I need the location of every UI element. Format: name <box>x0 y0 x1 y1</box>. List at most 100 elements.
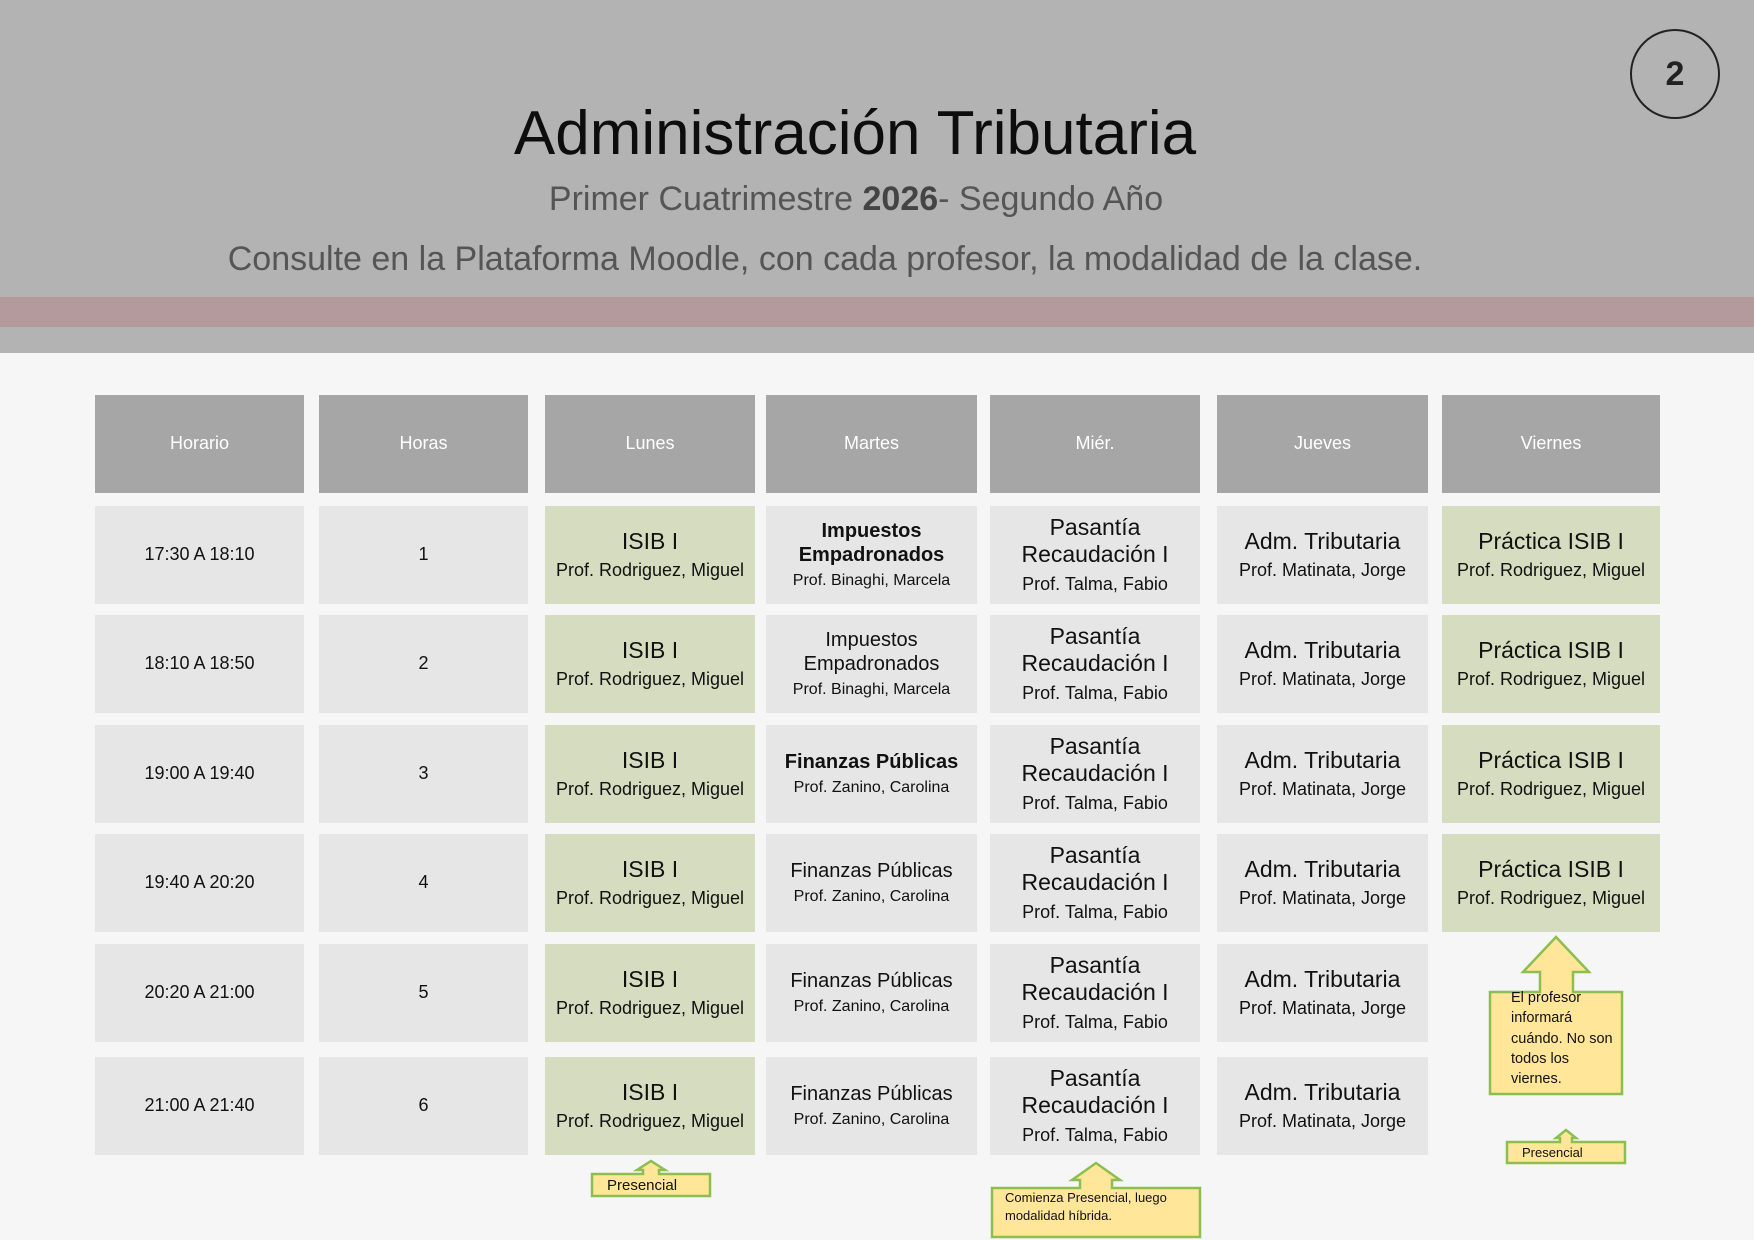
class-cell-lunes: ISIB I Prof. Rodriguez, Miguel <box>545 944 755 1042</box>
time-cell: 17:30 A 18:10 <box>95 506 304 604</box>
subtitle: Primer Cuatrimestre 2026- Segundo Año <box>0 180 1712 219</box>
column-header: Martes <box>766 395 977 493</box>
column-header-label: Viernes <box>1520 433 1582 454</box>
class-cell-lunes: ISIB I Prof. Rodriguez, Miguel <box>545 1057 755 1155</box>
hour-cell: 6 <box>319 1057 528 1155</box>
professor-name: Prof. Rodriguez, Miguel <box>555 560 745 581</box>
time-label: 18:10 A 18:50 <box>144 653 255 674</box>
subject-name: ISIB I <box>621 527 679 554</box>
class-cell-martes: Impuestos Empadronados Prof. Binaghi, Mar… <box>766 506 977 604</box>
time-label: 21:00 A 21:40 <box>144 1095 255 1116</box>
class-cell-mier: Pasantía Recaudación I Prof. Talma, Fabio <box>990 506 1200 604</box>
page-number-badge: 2 <box>1630 29 1720 119</box>
column-header: Viernes <box>1442 395 1660 493</box>
modality-note: Consulte en la Plataforma Moodle, con ca… <box>227 240 1423 278</box>
subtitle-year: 2026 <box>862 180 939 218</box>
class-cell-martes: Impuestos Empadronados Prof. Binaghi, Mar… <box>766 615 977 713</box>
class-cell-mier: Pasantía Recaudación I Prof. Talma, Fabio <box>990 944 1200 1042</box>
professor-name: Prof. Matinata, Jorge <box>1238 1111 1407 1132</box>
class-cell-jueves: Adm. Tributaria Prof. Matinata, Jorge <box>1217 834 1428 932</box>
subject-name: Adm. Tributaria <box>1244 636 1401 663</box>
callout-lunes-shape <box>590 1159 712 1198</box>
subject-name: Adm. Tributaria <box>1244 1078 1401 1105</box>
subject-name: Práctica ISIB I <box>1478 527 1624 554</box>
subject-name: Adm. Tributaria <box>1244 965 1401 992</box>
column-header-label: Miér. <box>1075 433 1115 454</box>
subject-name: Práctica ISIB I <box>1478 636 1624 663</box>
class-cell-lunes: ISIB I Prof. Rodriguez, Miguel <box>545 725 755 823</box>
subject-name: Impuestos Empadronados <box>798 519 945 566</box>
professor-name: Prof. Zanino, Carolina <box>793 1110 950 1128</box>
subject-name: Adm. Tributaria <box>1244 527 1401 554</box>
class-cell-martes: Finanzas Públicas Prof. Zanino, Carolina <box>766 944 977 1042</box>
subject-name: ISIB I <box>621 855 679 882</box>
class-cell-viernes: Práctica ISIB I Prof. Rodriguez, Miguel <box>1442 834 1660 932</box>
professor-name: Prof. Talma, Fabio <box>1022 1011 1168 1032</box>
hour-label: 1 <box>418 544 429 565</box>
subtitle-text-end: - Segundo Año <box>938 180 1164 218</box>
callout-mier-shape <box>990 1161 1202 1239</box>
time-cell: 18:10 A 18:50 <box>95 615 304 713</box>
professor-name: Prof. Zanino, Carolina <box>793 887 950 905</box>
hour-label: 5 <box>418 982 429 1003</box>
professor-name: Prof. Rodriguez, Miguel <box>1456 669 1646 690</box>
time-cell: 20:20 A 21:00 <box>95 944 304 1042</box>
class-cell-jueves: Adm. Tributaria Prof. Matinata, Jorge <box>1217 1057 1428 1155</box>
hour-cell: 2 <box>319 615 528 713</box>
column-header-label: Martes <box>843 433 899 454</box>
professor-name: Prof. Rodriguez, Miguel <box>1456 560 1646 581</box>
callout-viernes: Presencial <box>1522 1145 1583 1160</box>
class-cell-viernes: Práctica ISIB I Prof. Rodriguez, Miguel <box>1442 725 1660 823</box>
column-header-label: Horario <box>169 433 230 454</box>
professor-name: Prof. Rodriguez, Miguel <box>555 888 745 909</box>
professor-name: Prof. Rodriguez, Miguel <box>555 998 745 1019</box>
class-cell-mier: Pasantía Recaudación I Prof. Talma, Fabio <box>990 725 1200 823</box>
column-header: Lunes <box>545 395 755 493</box>
class-cell-viernes: Práctica ISIB I Prof. Rodriguez, Miguel <box>1442 615 1660 713</box>
professor-name: Prof. Talma, Fabio <box>1022 901 1168 922</box>
hour-label: 3 <box>418 763 429 784</box>
time-label: 17:30 A 18:10 <box>144 544 255 565</box>
class-cell-martes: Finanzas Públicas Prof. Zanino, Carolina <box>766 834 977 932</box>
subject-name: Finanzas Públicas <box>790 859 953 882</box>
subject-name: Práctica ISIB I <box>1478 746 1624 773</box>
professor-name: Prof. Rodriguez, Miguel <box>1456 888 1646 909</box>
professor-name: Prof. Rodriguez, Miguel <box>555 779 745 800</box>
callout-lunes: Presencial <box>607 1177 678 1194</box>
subject-name: Pasantía Recaudación I <box>1021 622 1169 677</box>
subject-name: Pasantía Recaudación I <box>1021 841 1169 896</box>
class-cell-jueves: Adm. Tributaria Prof. Matinata, Jorge <box>1217 725 1428 823</box>
subject-name: ISIB I <box>621 746 679 773</box>
time-label: 19:00 A 19:40 <box>144 763 255 784</box>
professor-name: Prof. Rodriguez, Miguel <box>555 669 745 690</box>
class-cell-mier: Pasantía Recaudación I Prof. Talma, Fabio <box>990 1057 1200 1155</box>
header-band <box>0 0 1754 353</box>
hour-label: 2 <box>418 653 429 674</box>
professor-name: Prof. Zanino, Carolina <box>793 997 950 1015</box>
professor-name: Prof. Rodriguez, Miguel <box>555 1111 745 1132</box>
hour-cell: 4 <box>319 834 528 932</box>
subject-name: Pasantía Recaudación I <box>1021 513 1169 568</box>
class-cell-jueves: Adm. Tributaria Prof. Matinata, Jorge <box>1217 615 1428 713</box>
subject-name: ISIB I <box>621 636 679 663</box>
professor-name: Prof. Matinata, Jorge <box>1238 560 1407 581</box>
hour-cell: 1 <box>319 506 528 604</box>
professor-name: Prof. Matinata, Jorge <box>1238 888 1407 909</box>
class-cell-lunes: ISIB I Prof. Rodriguez, Miguel <box>545 615 755 713</box>
subject-name: Finanzas Públicas <box>790 1082 953 1105</box>
class-cell-lunes: ISIB I Prof. Rodriguez, Miguel <box>545 834 755 932</box>
professor-name: Prof. Talma, Fabio <box>1022 792 1168 813</box>
subtitle-text: Primer Cuatrimestre <box>548 180 863 218</box>
column-header-label: Jueves <box>1293 433 1352 454</box>
class-cell-martes: Finanzas Públicas Prof. Zanino, Carolina <box>766 725 977 823</box>
subject-name: Práctica ISIB I <box>1478 855 1624 882</box>
accent-band <box>0 297 1754 327</box>
column-header: Horario <box>95 395 304 493</box>
callout-viernes-shape <box>1505 1128 1627 1165</box>
callout-mier: Comienza Presencial, luego modalidad híb… <box>1005 1190 1167 1224</box>
professor-name: Prof. Talma, Fabio <box>1022 682 1168 703</box>
callout-viernes-info: El profesor informará cuándo. No son tod… <box>1511 990 1613 1088</box>
class-cell-martes: Finanzas Públicas Prof. Zanino, Carolina <box>766 1057 977 1155</box>
professor-name: Prof. Talma, Fabio <box>1022 573 1168 594</box>
